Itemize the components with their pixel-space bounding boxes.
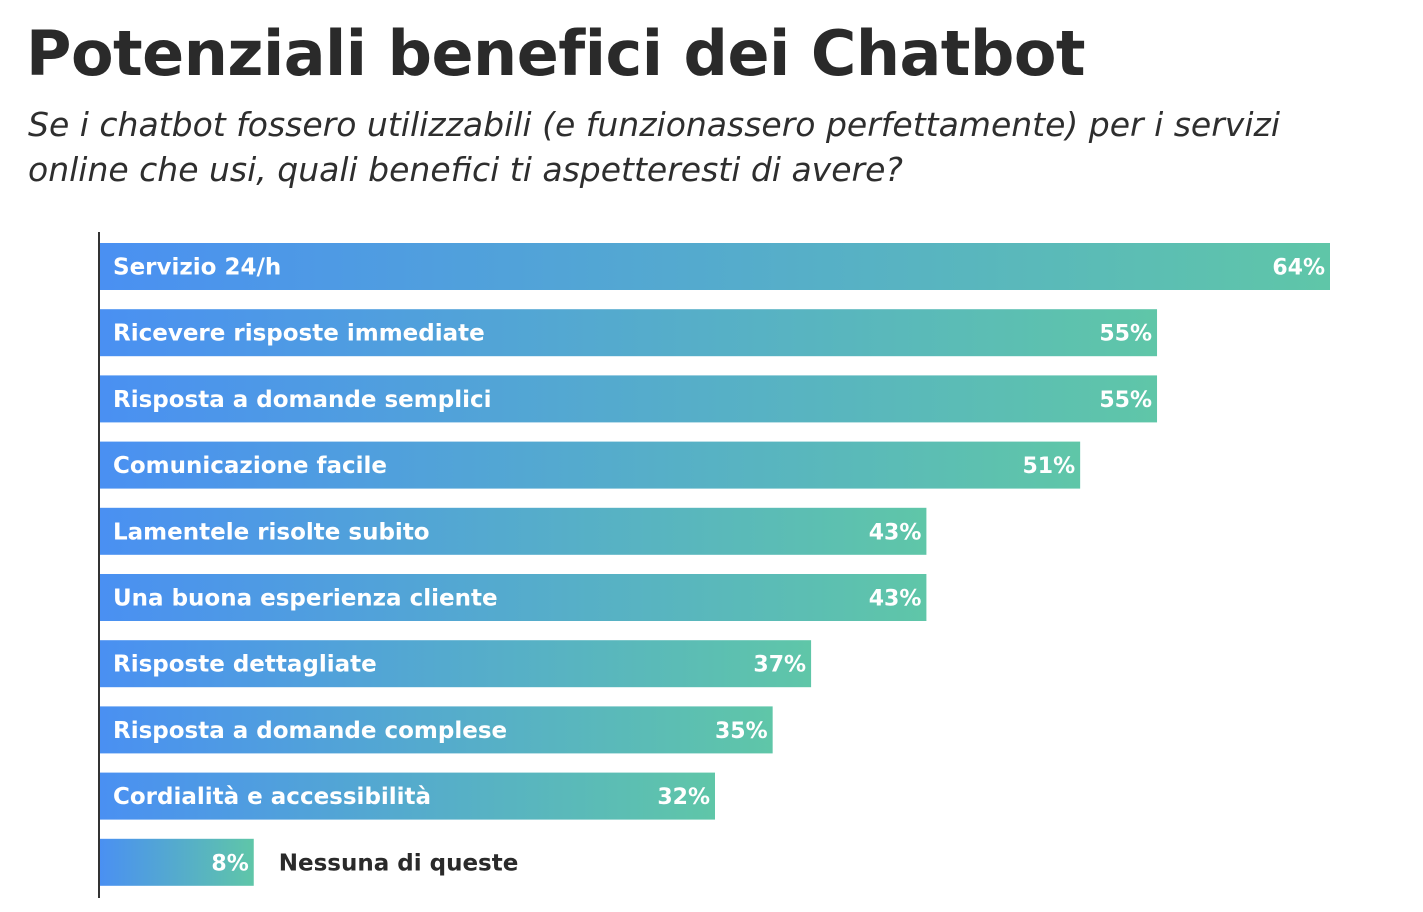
bar (100, 838, 254, 886)
bar (100, 375, 1158, 423)
bar (100, 243, 1330, 290)
chart-title: Potenziali benefici dei Chatbot (26, 17, 1086, 90)
bar-value-label: 43% (869, 520, 922, 545)
bars-group: 64% Servizio 24/h 55% Ricevere risposte imm… (100, 243, 1330, 886)
category-label: Risposta a domande semplici (113, 387, 492, 413)
bar-value-label: 32% (657, 785, 710, 810)
category-label: Ricevere risposte immediate (113, 321, 485, 347)
category-label: Risposta a domande complese (113, 718, 507, 744)
category-label: Nessuna di queste (279, 850, 519, 876)
bar-value-label: 8% (211, 851, 248, 876)
category-label: Servizio 24/h (113, 255, 281, 281)
bar-value-label: 64% (1272, 256, 1325, 281)
bar (100, 574, 927, 621)
category-label: Lamentele risolte subito (113, 519, 430, 545)
bar (100, 640, 812, 688)
category-label: Cordialità e accessibilità (113, 784, 431, 810)
bar-value-label: 55% (1099, 322, 1152, 347)
bar-value-label: 37% (753, 653, 806, 678)
bar (100, 441, 1081, 489)
chart-subtitle: Se i chatbot fossero utilizzabili (e fun… (28, 105, 1280, 189)
bar (100, 309, 1158, 357)
bar-value-label: 43% (869, 587, 922, 612)
bar (100, 706, 773, 754)
bar-value-label: 51% (1022, 454, 1075, 479)
bar (100, 507, 927, 555)
bar-value-label: 55% (1099, 388, 1152, 413)
category-label: Una buona esperienza cliente (113, 586, 498, 612)
bar-value-label: 35% (715, 719, 768, 744)
bar (100, 772, 715, 820)
category-label: Comunicazione facile (113, 453, 387, 479)
category-label: Risposte dettagliate (113, 652, 377, 678)
